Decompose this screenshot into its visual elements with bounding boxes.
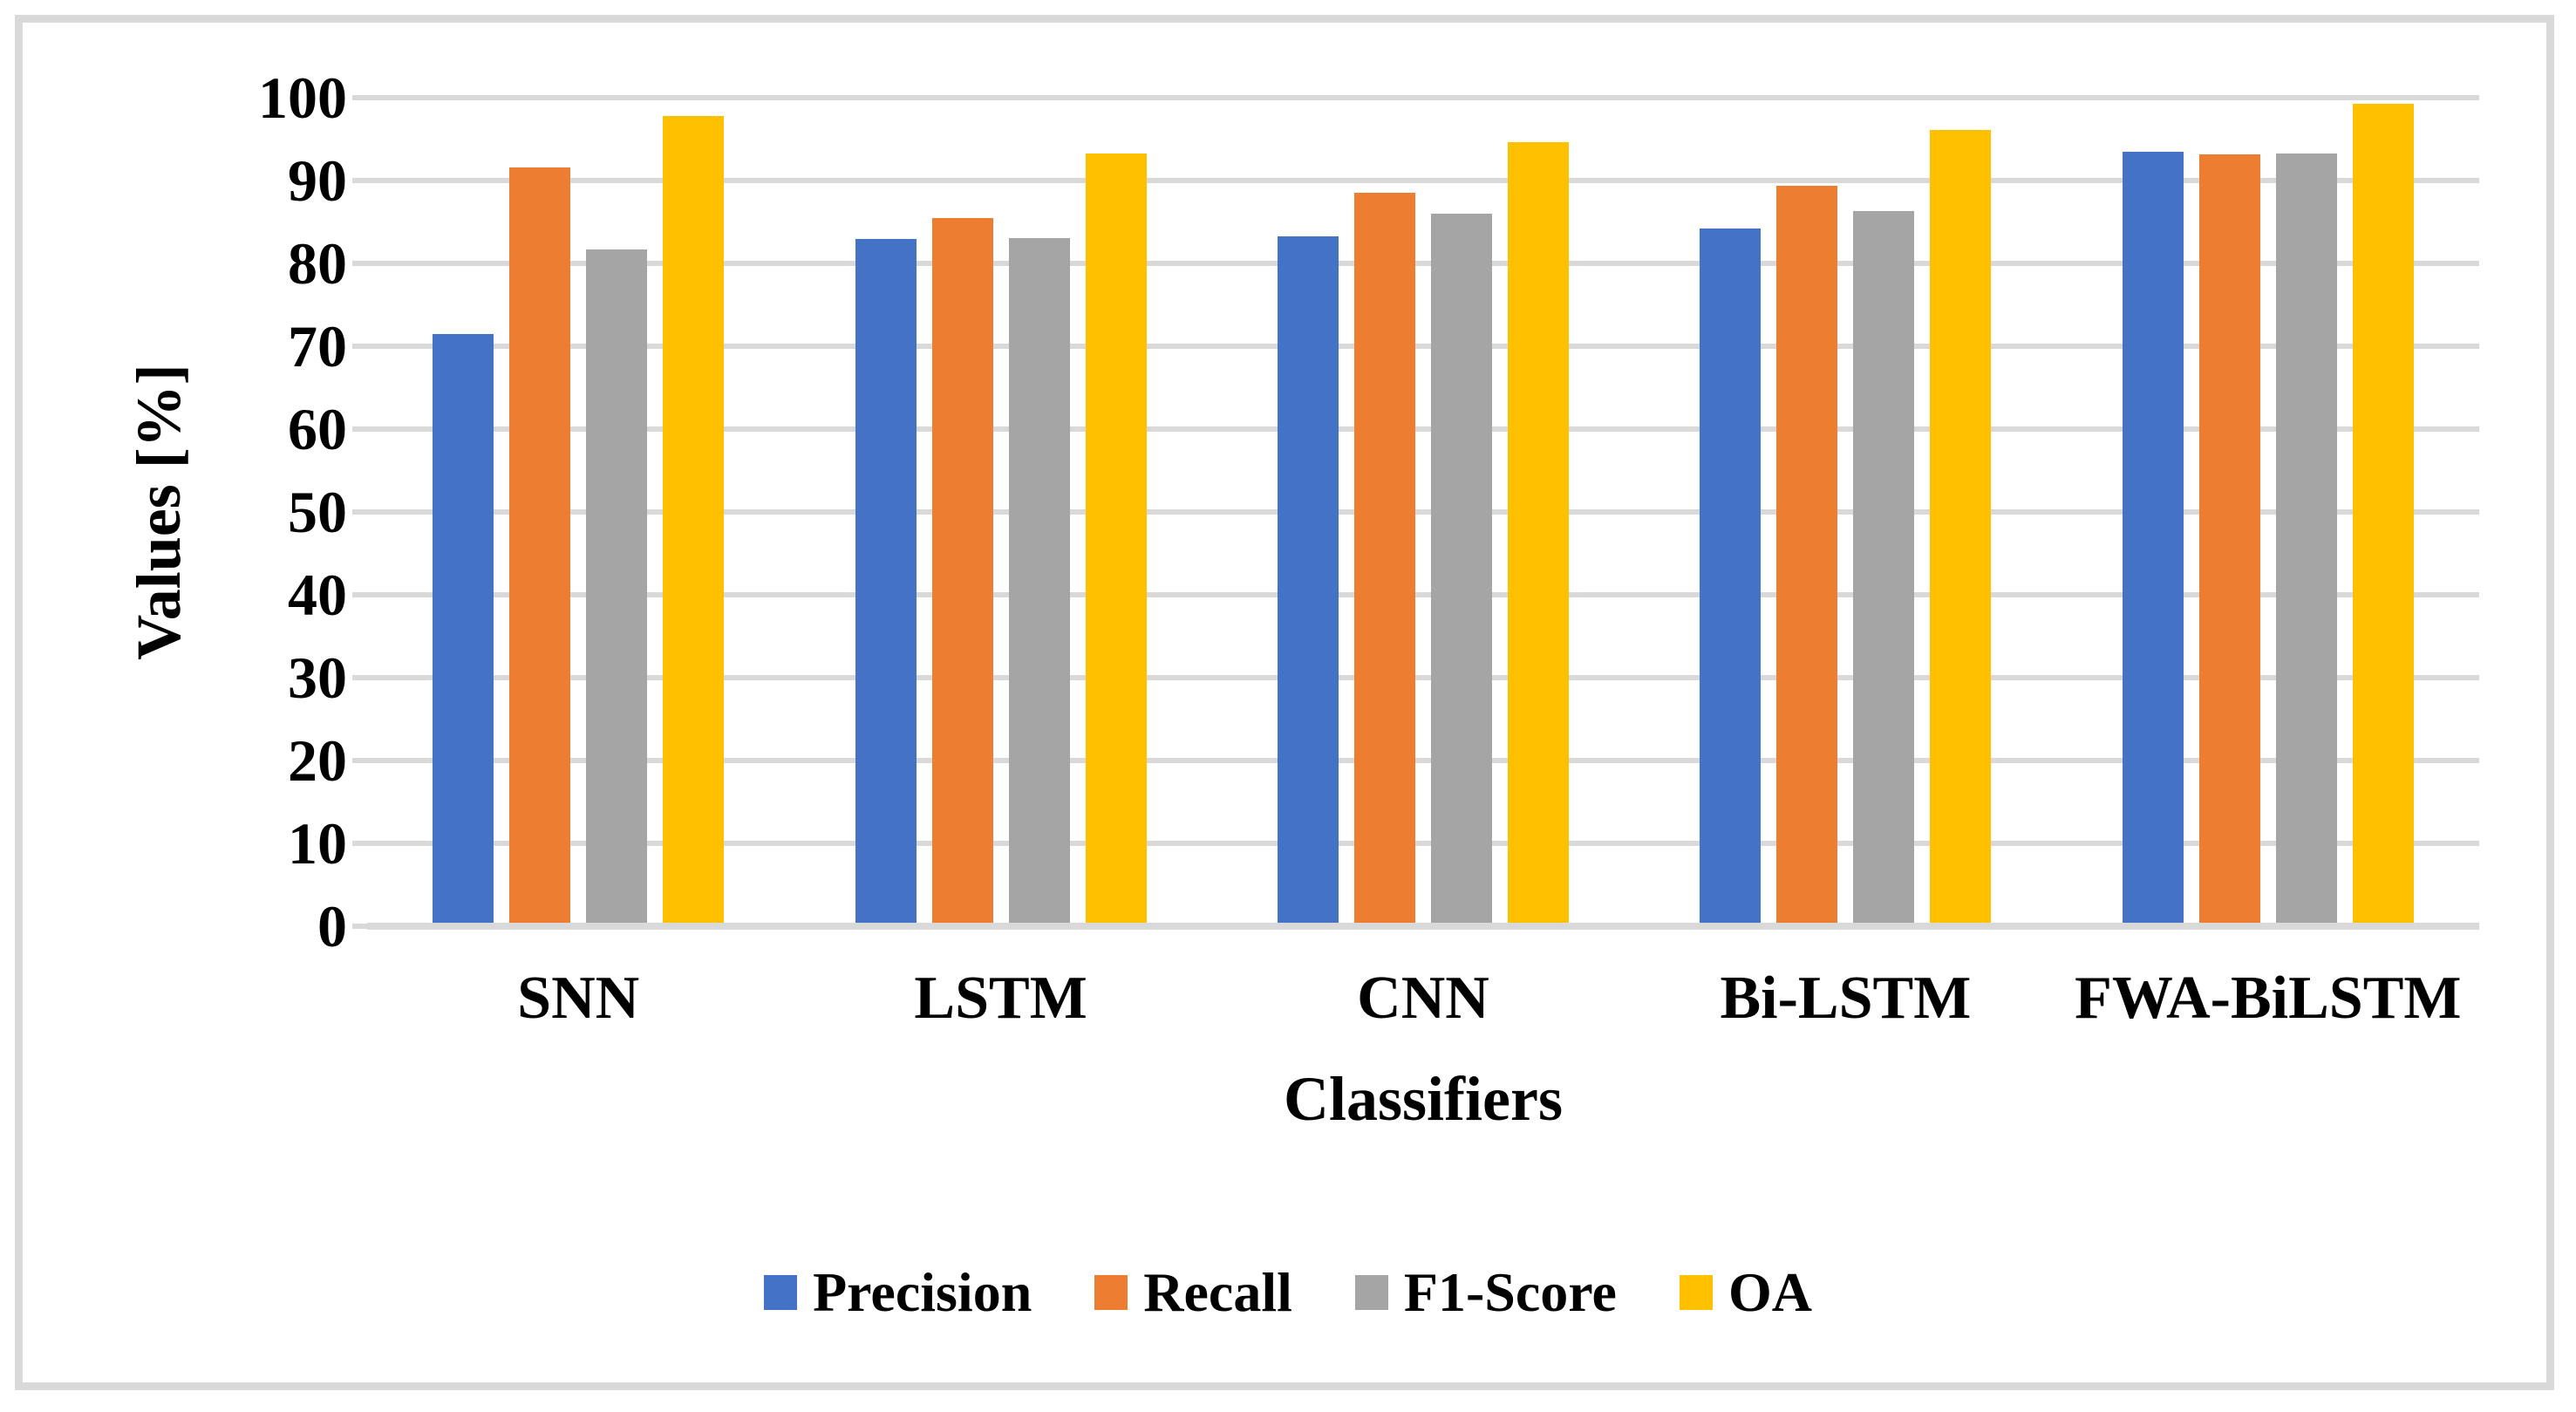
y-tick-label: 60 [288, 396, 347, 462]
x-tick-label: LSTM [914, 965, 1087, 1032]
x-axis-title: Classifiers [1284, 1064, 1563, 1134]
gridline [367, 426, 2479, 432]
bar-SNN-F1-Score [586, 249, 648, 926]
legend-label: Recall [1143, 1261, 1292, 1323]
legend-label: OA [1728, 1261, 1812, 1323]
legend-item-F1-Score: F1-Score [1354, 1261, 1617, 1323]
gridline [367, 261, 2479, 266]
y-axis-tickmark [352, 95, 377, 100]
bar-FWA-BiLSTM-Recall [2198, 153, 2260, 926]
bar-LSTM-F1-Score [1008, 237, 1070, 926]
y-tick-label: 80 [288, 230, 347, 297]
bar-LSTM-Recall [931, 217, 993, 926]
gridline [367, 592, 2479, 597]
bar-CNN-Recall [1354, 193, 1415, 926]
bar-Bi-LSTM-Recall [1776, 185, 1838, 926]
bar-FWA-BiLSTM-F1-Score [2275, 153, 2337, 926]
y-axis-tickmark [352, 924, 377, 929]
legend-swatch-icon [1354, 1275, 1388, 1310]
bar-CNN-Precision [1278, 235, 1339, 926]
bar-Bi-LSTM-Precision [1700, 229, 1762, 926]
bar-LSTM-OA [1085, 153, 1147, 926]
y-axis-tickmark [352, 841, 377, 846]
y-tick-label: 0 [317, 893, 347, 959]
y-axis-title: Values [%] [124, 364, 194, 660]
legend-swatch-icon [1679, 1275, 1713, 1310]
bar-FWA-BiLSTM-Precision [2122, 151, 2184, 926]
legend-label: F1-Score [1403, 1261, 1617, 1323]
y-axis-tickmark [352, 261, 377, 266]
y-tick-label: 30 [288, 645, 347, 711]
y-axis-tickmark [352, 592, 377, 597]
y-tick-label: 40 [288, 562, 347, 628]
bar-CNN-OA [1508, 142, 1569, 926]
y-tick-label: 70 [288, 313, 347, 379]
x-tick-label: FWA-BiLSTM [2075, 965, 2462, 1032]
bar-SNN-OA [663, 115, 725, 926]
bar-CNN-F1-Score [1431, 214, 1492, 926]
bar-Bi-LSTM-OA [1930, 130, 1992, 926]
bar-LSTM-Precision [855, 239, 917, 926]
y-axis-tickmark [352, 675, 377, 680]
y-axis-tickmark [352, 509, 377, 515]
y-axis-tickmark [352, 426, 377, 432]
figure-border [15, 15, 2554, 1390]
x-tick-label: CNN [1357, 965, 1489, 1032]
legend-item-Recall: Recall [1094, 1263, 1292, 1322]
x-tick-label: SNN [517, 965, 640, 1032]
gridline [367, 758, 2479, 763]
y-tick-label: 50 [288, 479, 347, 545]
legend-label: Precision [813, 1261, 1032, 1323]
gridline [367, 344, 2479, 349]
legend: Precision Recall F1-Score OA [0, 1263, 2576, 1322]
y-axis-tickmark [352, 344, 377, 349]
x-tick-label: Bi-LSTM [1720, 965, 1972, 1032]
y-tick-label: 10 [288, 810, 347, 877]
gridline [367, 509, 2479, 515]
bar-FWA-BiLSTM-OA [2352, 103, 2414, 926]
legend-swatch-icon [1094, 1275, 1128, 1310]
bar-SNN-Precision [433, 333, 494, 926]
bar-SNN-Recall [509, 167, 571, 926]
y-axis-tickmark [352, 758, 377, 763]
gridline [367, 95, 2479, 100]
y-axis-tickmark [352, 178, 377, 183]
y-tick-label: 90 [288, 147, 347, 214]
y-tick-label: 20 [288, 727, 347, 794]
x-axis-line [367, 923, 2479, 930]
legend-item-OA: OA [1679, 1261, 1812, 1323]
y-tick-label: 100 [258, 65, 347, 131]
gridline [367, 841, 2479, 846]
gridline [367, 675, 2479, 680]
legend-item-Precision: Precision [764, 1263, 1032, 1322]
gridline [367, 178, 2479, 183]
bar-Bi-LSTM-F1-Score [1853, 211, 1915, 926]
legend-swatch-icon [764, 1275, 798, 1310]
